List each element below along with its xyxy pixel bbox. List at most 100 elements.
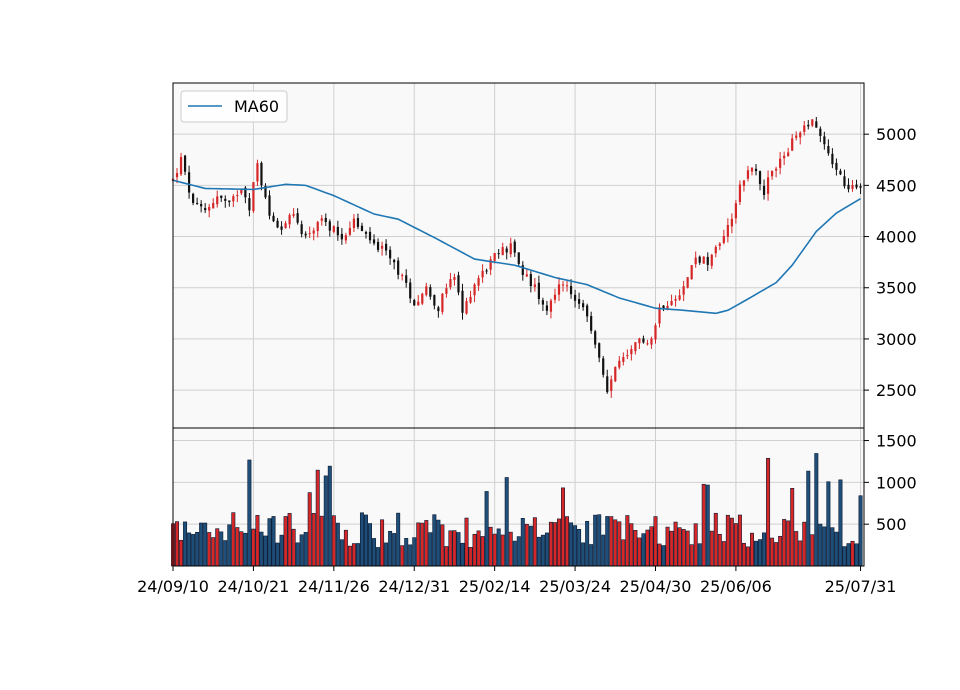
volume-bar <box>359 512 364 567</box>
volume-bar <box>645 529 650 567</box>
volume-bar <box>456 532 461 567</box>
volume-bar <box>665 526 670 567</box>
x-tick-label: 25/03/24 <box>539 577 611 596</box>
candle-body <box>702 256 705 264</box>
candle-body <box>537 282 540 299</box>
candle-body <box>642 338 645 343</box>
volume-bar <box>335 522 340 567</box>
candle-body <box>590 316 593 331</box>
volume-bar <box>548 521 553 567</box>
volume-bar <box>754 540 758 567</box>
candle-body <box>787 152 790 157</box>
candle-body <box>634 342 637 352</box>
volume-bar <box>673 521 678 567</box>
candle-body <box>344 235 347 241</box>
volume-bar <box>544 532 549 567</box>
candle-body <box>413 300 416 306</box>
candle-body <box>348 227 352 235</box>
candle-body <box>236 195 239 197</box>
candle-body <box>304 233 307 236</box>
candle-body <box>469 296 472 303</box>
candle-body <box>545 305 549 311</box>
candle-body <box>674 298 677 301</box>
volume-bar <box>561 487 565 567</box>
candle-body <box>666 305 669 310</box>
volume-bar <box>424 520 429 567</box>
candle-body <box>316 221 319 232</box>
price-tick-label: 2500 <box>876 381 917 400</box>
volume-bar <box>175 521 180 567</box>
price-tick-label: 4000 <box>876 228 917 247</box>
volume-bar <box>565 516 570 567</box>
candle-body <box>441 293 444 312</box>
candle-body <box>823 136 826 145</box>
x-axis: 24/09/10 24/10/21 24/11/26 24/12/31 25/02/14… <box>137 566 896 596</box>
volume-bar <box>480 536 485 567</box>
volume-bar <box>717 533 722 567</box>
candle-body <box>811 119 814 126</box>
volume-bar <box>721 541 726 567</box>
volume-bar <box>557 518 561 567</box>
candle-body <box>847 184 850 190</box>
x-tick-label: 24/11/26 <box>298 577 370 596</box>
candle-body <box>505 248 508 253</box>
volume-bar <box>697 543 702 567</box>
volume-bar <box>331 515 336 567</box>
candle-body <box>268 195 271 216</box>
candle-body <box>598 343 601 358</box>
candle-body <box>630 349 633 355</box>
candle-body <box>766 177 770 194</box>
candle-body <box>654 325 657 340</box>
candle-body <box>791 138 794 151</box>
volume-tick-label: 1000 <box>876 473 917 492</box>
x-tick-label: 25/07/31 <box>825 577 897 596</box>
volume-bar <box>745 546 750 567</box>
legend-ma60-label: MA60 <box>234 97 279 116</box>
volume-bar <box>629 523 634 567</box>
volume-bar <box>641 533 646 567</box>
candle-body <box>662 305 665 310</box>
volume-bar <box>653 516 658 567</box>
volume-bar <box>343 529 348 567</box>
candle-body <box>819 128 822 136</box>
volume-bar <box>685 530 690 567</box>
volume-bar <box>794 531 799 567</box>
candle-body <box>252 182 255 212</box>
volume-bar <box>283 516 288 567</box>
candle-body <box>553 294 557 300</box>
volume-bar <box>323 475 328 567</box>
volume-bar <box>472 533 477 567</box>
volume-bar <box>279 534 284 567</box>
candle-body <box>409 282 412 299</box>
candle-body <box>843 176 846 187</box>
candle-body <box>208 206 211 211</box>
volume-bar <box>810 534 815 567</box>
ma60-line <box>172 179 861 315</box>
x-tick-label: 25/04/30 <box>620 577 692 596</box>
volume-bar <box>444 546 449 567</box>
candle-body <box>670 301 673 306</box>
volume-bar <box>633 530 638 567</box>
candle-body <box>376 241 380 250</box>
legend: MA60 <box>180 90 288 123</box>
candle-body <box>497 253 500 255</box>
x-tick-label: 25/06/06 <box>700 577 772 596</box>
volume-bar <box>271 516 276 567</box>
candle-body <box>232 196 235 202</box>
x-tick-label: 24/10/21 <box>217 577 289 596</box>
candle-body <box>686 277 689 288</box>
volume-bar <box>846 543 851 567</box>
candle-body <box>493 252 496 261</box>
volume-bar <box>259 531 264 567</box>
candle-body <box>706 256 709 265</box>
candle-body <box>795 135 798 138</box>
volume-bar <box>187 532 192 567</box>
volume-bar <box>319 515 324 567</box>
candle-body <box>384 243 388 251</box>
candle-body <box>746 170 750 179</box>
volume-axis: 500 1000 1500 <box>864 432 917 534</box>
volume-bar <box>287 513 292 567</box>
volume-bar <box>420 522 425 567</box>
candle-body <box>433 295 436 306</box>
candle-body <box>855 184 858 188</box>
